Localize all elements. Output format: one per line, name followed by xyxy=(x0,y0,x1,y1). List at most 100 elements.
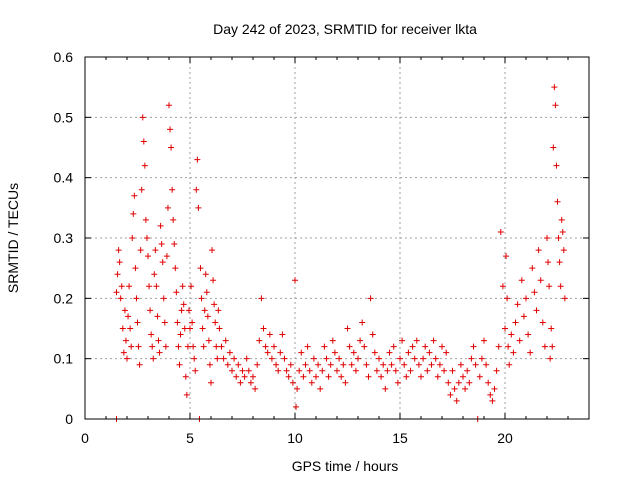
data-point xyxy=(308,379,315,386)
data-point xyxy=(140,138,147,145)
data-point xyxy=(430,337,437,344)
data-point xyxy=(190,343,197,350)
data-point xyxy=(209,247,216,254)
data-point xyxy=(194,156,201,163)
data-point xyxy=(264,349,271,356)
data-point xyxy=(127,325,134,332)
data-point xyxy=(138,186,145,193)
data-point xyxy=(336,355,343,362)
y-tick-label: 0.1 xyxy=(54,351,74,367)
data-point xyxy=(302,361,309,368)
data-point xyxy=(529,265,536,272)
data-point xyxy=(116,259,123,266)
data-point xyxy=(544,235,550,241)
data-point xyxy=(233,373,240,380)
data-point xyxy=(214,355,221,362)
data-point xyxy=(331,349,338,356)
data-point xyxy=(531,289,538,296)
data-point xyxy=(428,361,435,368)
data-point xyxy=(218,343,225,350)
data-point xyxy=(344,325,351,332)
data-point xyxy=(294,385,301,392)
data-point xyxy=(120,349,127,356)
data-point xyxy=(495,343,502,350)
y-tick-label: 0.4 xyxy=(54,170,74,186)
data-point xyxy=(470,343,477,350)
data-point xyxy=(384,367,391,374)
data-point xyxy=(143,235,150,241)
data-point xyxy=(192,367,199,374)
data-point xyxy=(462,385,469,392)
y-tick-label: 0.6 xyxy=(54,49,74,65)
data-point xyxy=(554,198,561,205)
data-point xyxy=(355,355,361,362)
data-point xyxy=(378,373,385,380)
data-point xyxy=(281,355,288,362)
data-point xyxy=(205,337,212,344)
data-point xyxy=(229,367,235,374)
data-point xyxy=(411,355,418,362)
data-point xyxy=(222,337,229,344)
data-point xyxy=(334,367,340,374)
data-point xyxy=(346,343,353,350)
data-point xyxy=(549,343,556,350)
data-point xyxy=(152,247,159,254)
data-point xyxy=(432,355,439,362)
data-point xyxy=(327,361,334,368)
data-point xyxy=(182,373,189,380)
data-point xyxy=(163,253,170,260)
data-point xyxy=(226,349,233,356)
data-point xyxy=(325,373,332,380)
data-point xyxy=(472,361,479,368)
data-point xyxy=(401,361,408,368)
data-point xyxy=(122,337,129,344)
data-point xyxy=(239,367,246,374)
data-point xyxy=(357,337,364,344)
data-point xyxy=(426,349,433,356)
data-point xyxy=(241,373,248,380)
data-point xyxy=(300,373,307,380)
data-point xyxy=(258,295,265,302)
data-point xyxy=(399,337,406,344)
data-point xyxy=(277,349,284,356)
data-point xyxy=(145,253,151,260)
data-point xyxy=(478,355,485,362)
data-point xyxy=(126,283,133,290)
data-point xyxy=(443,349,450,356)
data-point xyxy=(457,361,464,368)
data-point xyxy=(133,295,140,302)
data-point xyxy=(304,343,311,350)
data-point xyxy=(137,247,144,254)
axis-ticks xyxy=(84,56,590,420)
data-point xyxy=(167,126,174,133)
data-point xyxy=(371,349,378,356)
data-point xyxy=(537,277,544,284)
data-point xyxy=(198,295,205,302)
data-point xyxy=(338,373,345,380)
x-tick-label: 5 xyxy=(186,430,194,446)
data-point xyxy=(124,355,130,362)
data-point xyxy=(135,343,142,350)
data-point xyxy=(175,343,182,350)
data-point xyxy=(293,403,300,410)
data-point xyxy=(201,307,208,314)
data-point xyxy=(215,307,222,314)
data-point xyxy=(136,361,143,368)
data-point xyxy=(210,277,217,284)
data-point xyxy=(141,162,148,169)
data-point xyxy=(204,313,211,320)
data-point xyxy=(170,216,177,223)
data-point xyxy=(131,192,138,199)
data-point xyxy=(113,289,120,296)
data-point xyxy=(415,361,422,368)
data-point xyxy=(520,313,527,320)
data-point xyxy=(388,361,395,368)
data-point xyxy=(553,162,560,169)
data-point xyxy=(193,186,200,193)
data-point xyxy=(260,325,267,332)
data-point xyxy=(275,367,282,374)
data-point xyxy=(493,367,500,374)
data-point xyxy=(550,144,557,151)
data-point xyxy=(502,325,508,332)
